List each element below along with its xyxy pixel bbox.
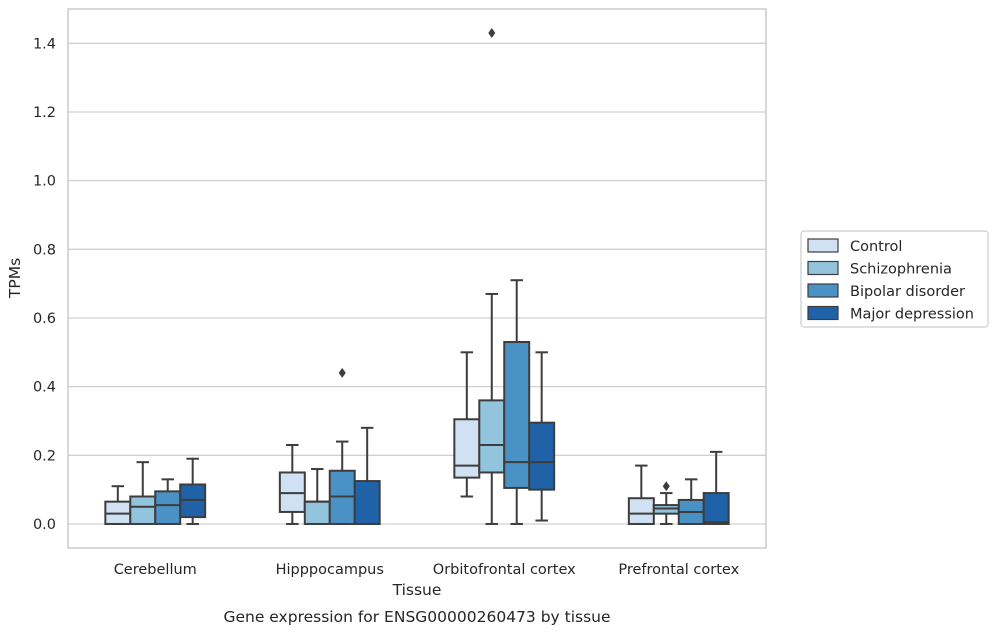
y-gridlines: [68, 42, 766, 525]
figure-caption: Gene expression for ENSG00000260473 by t…: [223, 608, 610, 626]
legend-label: Control: [850, 239, 902, 255]
y-tick-label: 0.6: [33, 311, 56, 327]
box-0-2: [453, 351, 481, 498]
y-tick-label: 1.2: [33, 105, 56, 121]
box-1-2: [478, 28, 506, 525]
box-body: [528, 421, 556, 491]
y-tick-label: 0.2: [33, 448, 56, 464]
box-0-3: [627, 464, 655, 525]
y-axis-label: TPMs: [6, 258, 24, 299]
legend-swatch: [807, 305, 839, 321]
box-body: [303, 500, 331, 525]
plot-area: [104, 28, 730, 525]
x-tick-label: Cerebellum: [114, 562, 197, 578]
legend-frame: [800, 230, 989, 328]
box-body: [129, 495, 157, 525]
y-tick-label: 0.0: [33, 517, 56, 533]
legend-swatch: [807, 260, 839, 276]
box-0-0: [104, 485, 132, 525]
box-3-3: [702, 450, 730, 525]
legend: Control Schizophrenia Bipolar disorder Majo…: [800, 230, 989, 328]
box-2-3: [677, 478, 705, 525]
box-1-0: [129, 461, 157, 525]
box-1-3: [652, 481, 680, 525]
y-tick-label: 1.0: [33, 174, 56, 190]
box-body: [503, 341, 531, 489]
legend-label: Bipolar disorder: [850, 284, 965, 300]
plot-frame: [67, 8, 767, 549]
legend-label: Major depression: [850, 307, 974, 323]
x-axis-ticks: Cerebellum Hipppocampus Orbitofrontal cort…: [114, 562, 740, 578]
box-body: [478, 399, 506, 474]
box-body: [353, 480, 381, 525]
outlier-point: [488, 28, 496, 39]
box-2-1: [328, 367, 356, 525]
box-body: [453, 418, 481, 479]
box-2-2: [503, 279, 531, 525]
box-body: [627, 497, 655, 525]
legend-label: Schizophrenia: [850, 262, 952, 278]
box-body: [154, 490, 182, 525]
outlier-point: [662, 481, 670, 492]
box-body: [702, 492, 730, 525]
x-tick-label: Prefrontal cortex: [618, 562, 739, 578]
y-tick-label: 0.4: [33, 380, 56, 396]
y-axis-ticks: 0.0 0.2 0.4 0.6 0.8 1.0 1.2 1.4: [33, 36, 56, 533]
outlier-point: [338, 367, 346, 378]
box-2-0: [154, 478, 182, 525]
box-1-1: [303, 468, 331, 525]
x-tick-label: Orbitofrontal cortex: [433, 562, 576, 578]
y-tick-label: 0.8: [33, 242, 56, 258]
box-3-2: [528, 351, 556, 522]
box-3-1: [353, 426, 381, 525]
legend-swatch: [807, 238, 839, 253]
legend-swatch: [807, 283, 839, 298]
box-0-1: [278, 444, 306, 525]
x-axis-label: Tissue: [392, 581, 442, 599]
box-3-0: [179, 457, 207, 525]
y-tick-label: 1.4: [33, 36, 56, 52]
x-tick-label: Hipppocampus: [276, 562, 384, 578]
